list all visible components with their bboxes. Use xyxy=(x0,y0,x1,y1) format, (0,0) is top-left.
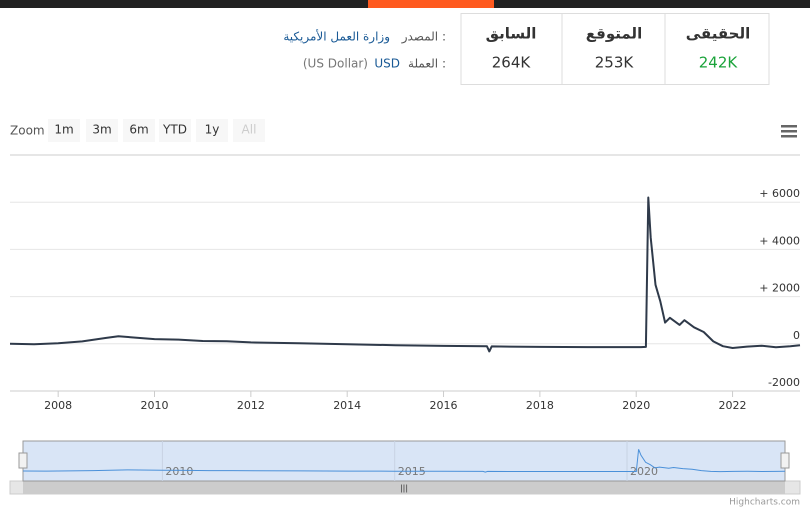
source-label: المصدر : xyxy=(401,30,446,45)
zoom-button-label: YTD xyxy=(162,123,187,137)
x-tick-label: 2010 xyxy=(141,399,169,412)
scrollbar-thumb[interactable] xyxy=(23,481,785,494)
navigator-line xyxy=(22,449,786,473)
x-tick-label: 2018 xyxy=(526,399,554,412)
currency-label: العملة : xyxy=(408,57,446,71)
x-tick-label: 2012 xyxy=(237,399,265,412)
zoom-button-label: All xyxy=(242,123,257,137)
navigator-handle[interactable] xyxy=(18,452,28,469)
x-tick-label: 2014 xyxy=(333,399,361,412)
stats-box xyxy=(460,13,770,85)
zoom-button-bg xyxy=(196,119,228,142)
zoom-button-bg xyxy=(48,119,80,142)
x-tick-label: 2022 xyxy=(719,399,747,412)
menu-bar xyxy=(781,130,797,133)
zoom-button-bg xyxy=(159,119,191,142)
y-tick-label: + 6000 xyxy=(759,187,800,200)
source-link[interactable]: وزارة العمل الأمريكية xyxy=(283,29,390,45)
scrollbar-grip: ||| xyxy=(400,484,408,493)
zoom-button-label: 3m xyxy=(92,123,111,137)
stat-value: 253K xyxy=(595,54,635,72)
navigator-tick-label: 2010 xyxy=(165,465,193,478)
menu-icon[interactable] xyxy=(781,125,797,138)
navigator-window xyxy=(22,440,786,482)
y-tick-label: 0 xyxy=(793,329,800,342)
zoom-button[interactable]: All xyxy=(233,119,265,142)
x-tick-label: 2008 xyxy=(44,399,72,412)
navigator-handle[interactable] xyxy=(780,452,790,469)
stat-value: 264K xyxy=(492,54,532,72)
data-line xyxy=(9,196,801,353)
y-tick-label: -2000 xyxy=(768,376,800,389)
zoom-button[interactable]: 1m xyxy=(48,119,80,142)
stat-value: 242K xyxy=(699,54,739,72)
active-tab xyxy=(368,0,494,8)
zoom-button[interactable]: 6m xyxy=(123,119,155,142)
credits: Highcharts.com xyxy=(729,498,800,508)
zoom-button-label: 6m xyxy=(129,123,148,137)
currency-code: USD xyxy=(374,57,400,71)
menu-bar xyxy=(781,135,797,138)
stat-label: الحقيقى xyxy=(686,25,750,43)
currency-name: (US Dollar) xyxy=(303,57,368,71)
x-tick-label: 2016 xyxy=(430,399,458,412)
y-tick-label: + 4000 xyxy=(759,234,800,247)
x-tick-label: 2020 xyxy=(622,399,650,412)
zoom-button-label: 1y xyxy=(205,123,220,137)
zoom-button-label: 1m xyxy=(54,123,73,137)
stat-label: السابق xyxy=(486,25,537,43)
stat-label: المتوقع xyxy=(586,25,642,43)
zoom-button[interactable]: 1y xyxy=(196,119,228,142)
y-tick-label: + 2000 xyxy=(759,282,800,295)
zoom-label: Zoom xyxy=(10,124,45,138)
zoom-button-bg xyxy=(233,119,265,142)
zoom-button[interactable]: 3m xyxy=(86,119,118,142)
zoom-button-bg xyxy=(123,119,155,142)
zoom-button-bg xyxy=(86,119,118,142)
zoom-button[interactable]: YTD xyxy=(159,119,191,142)
menu-bar xyxy=(781,125,797,128)
